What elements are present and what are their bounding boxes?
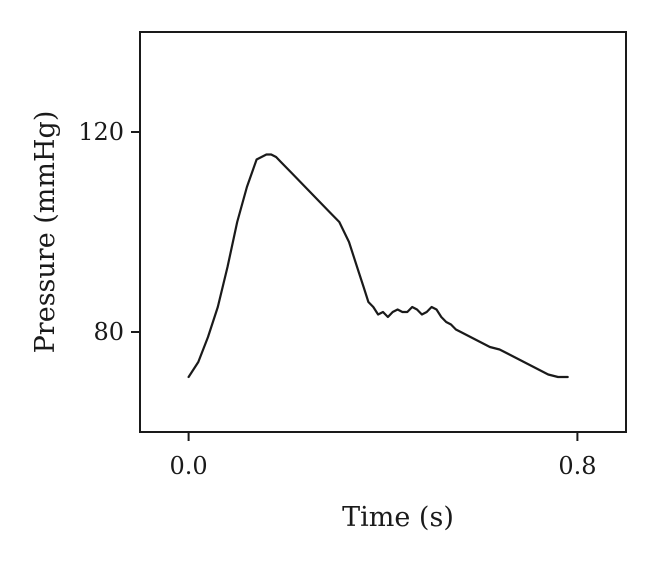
y-axis: 80 120	[78, 118, 140, 346]
series-layer	[187, 153, 569, 379]
pressure-series-line	[187, 153, 569, 379]
y-tick-label: 80	[93, 318, 124, 346]
x-axis: 0.0 0.8	[170, 432, 596, 480]
x-tick-label: 0.8	[558, 452, 596, 480]
y-tick-label: 120	[78, 118, 124, 146]
y-axis-label: Pressure (mmHg)	[30, 111, 61, 354]
x-tick-label: 0.0	[170, 452, 208, 480]
plot-frame	[139, 31, 627, 433]
x-axis-label: Time (s)	[342, 502, 454, 533]
